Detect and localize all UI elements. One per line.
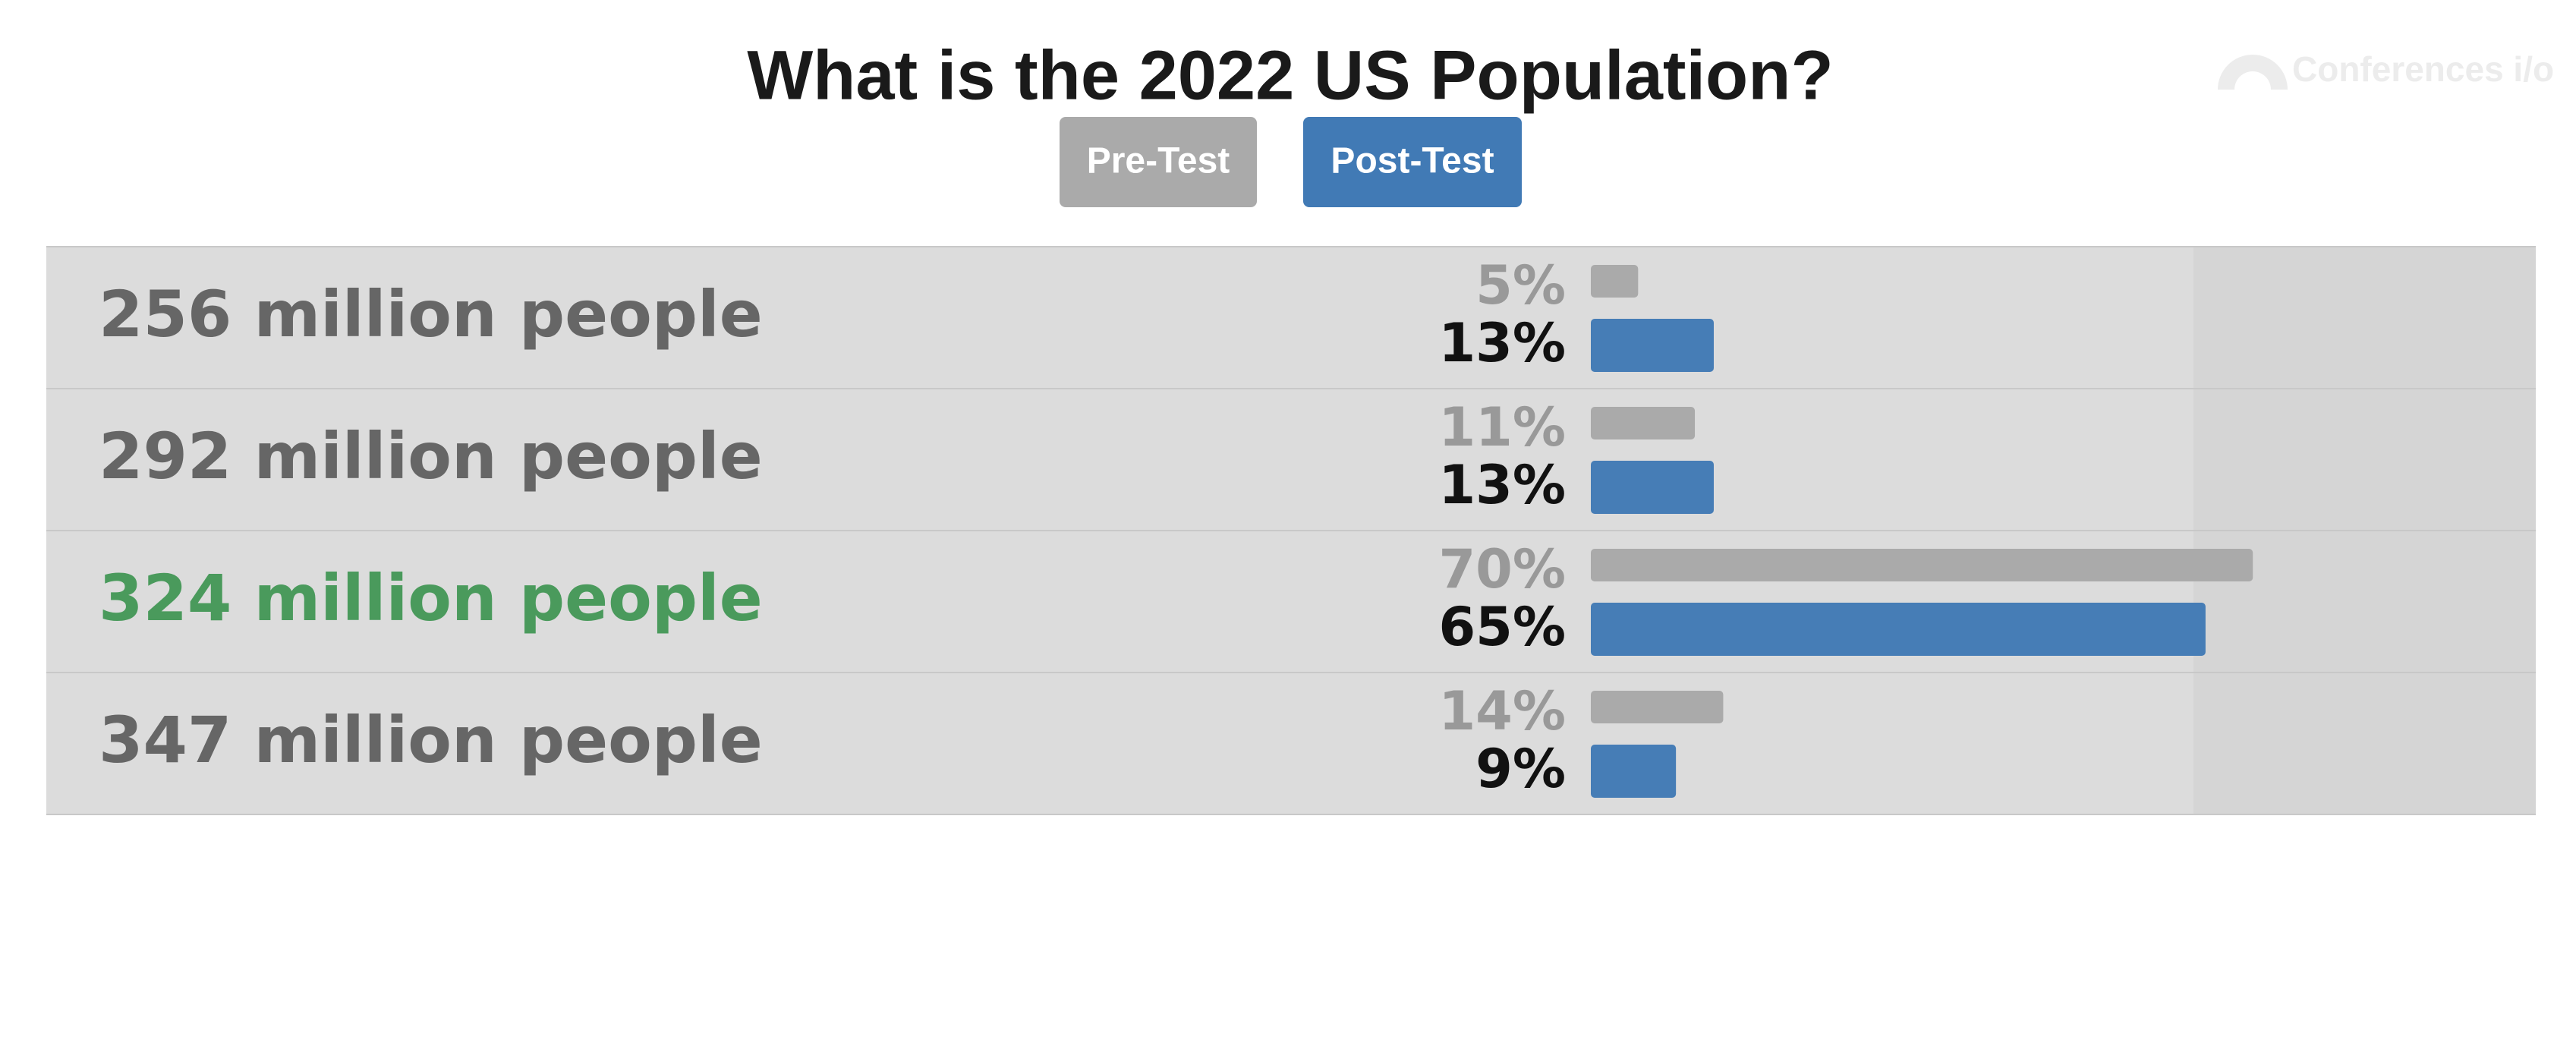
category-label: 324 million people [99,561,763,635]
chart-title: What is the 2022 US Population? [747,36,1833,114]
bar [1591,461,1714,514]
bar [1591,745,1677,798]
value-label: 13% [1438,454,1566,516]
value-label: 5% [1475,254,1566,317]
bar [1591,407,1696,439]
category-label: 347 million people [99,703,763,777]
value-label: 70% [1438,538,1566,600]
legend-label: Post-Test [1331,141,1494,181]
value-label: 13% [1438,312,1566,374]
logo-text: Conferences i/o [2292,49,2554,89]
value-label: 14% [1438,680,1566,742]
category-label: 292 million people [99,419,763,493]
legend-button[interactable] [1060,117,1257,207]
bar [1591,603,2206,656]
logo-icon [2218,55,2288,90]
bar [1591,549,2253,581]
value-label: 11% [1438,396,1566,458]
legend-button[interactable] [1303,117,1522,207]
bar [1591,319,1714,372]
legend-label: Pre-Test [1087,141,1230,181]
value-label: 65% [1438,596,1566,658]
category-label: 256 million people [99,277,763,351]
bar [1591,265,1639,298]
bar [1591,691,1724,723]
value-label: 9% [1475,738,1566,800]
